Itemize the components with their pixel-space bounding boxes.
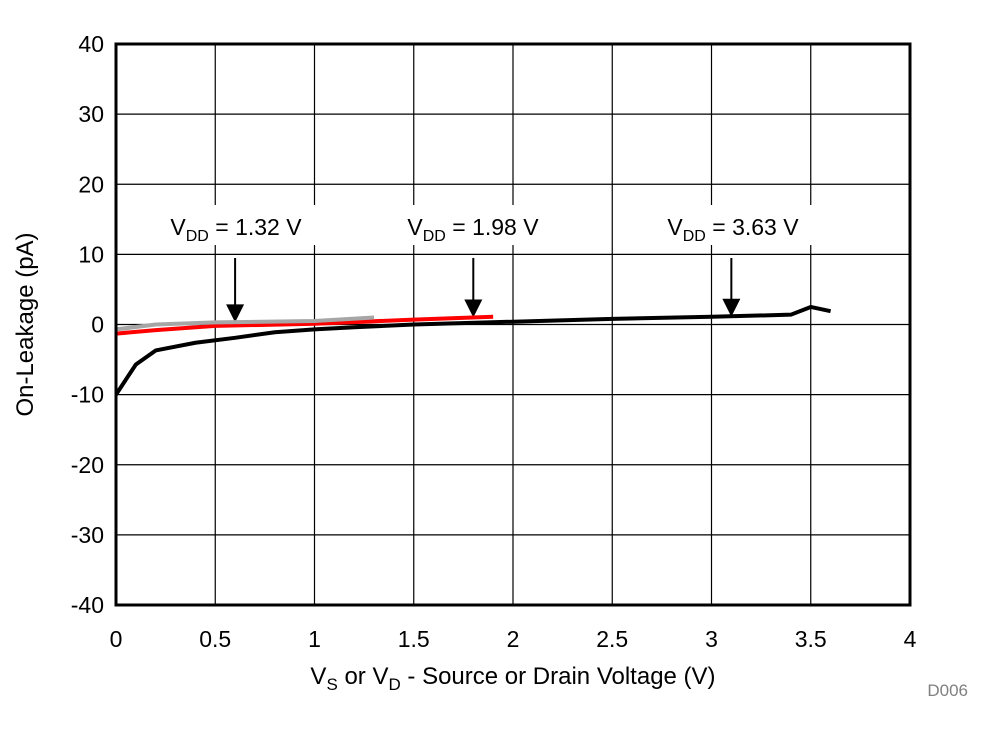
x-tick-label: 3.5 — [795, 626, 827, 652]
annotation-arrow-head — [226, 304, 245, 323]
series-line-2 — [115, 314, 494, 336]
x-tick-label: 0.5 — [199, 626, 231, 652]
plot-frame — [114, 42, 912, 607]
annotation-label: VDD = 1.98 V — [407, 214, 539, 245]
figure-id: D006 — [927, 681, 968, 700]
x-axis-label: VS or VD - Source or Drain Voltage (V) — [310, 663, 715, 694]
y-axis-label: On-Leakage (pA) — [12, 232, 39, 416]
y-tick-label: 10 — [78, 241, 104, 267]
x-tick-label: 1 — [308, 626, 321, 652]
x-tick-label: 2 — [507, 626, 520, 652]
x-tick-label: 4 — [904, 626, 917, 652]
annotation-bg — [645, 205, 821, 245]
y-tick-label: 20 — [78, 171, 104, 197]
series-line-3 — [115, 315, 375, 332]
annotation-arrow-head — [464, 299, 483, 318]
annotation-label: VDD = 3.63 V — [667, 214, 799, 245]
x-tick-label: 1.5 — [398, 626, 430, 652]
x-tick-label: 2.5 — [596, 626, 628, 652]
annotation-bg — [385, 205, 561, 245]
y-tick-label: 30 — [78, 101, 104, 127]
annotation-bg — [148, 205, 324, 245]
y-tick-label: -30 — [71, 522, 104, 548]
y-tick-label: -20 — [71, 452, 104, 478]
x-tick-label: 0 — [110, 626, 123, 652]
x-tick-label: 3 — [705, 626, 718, 652]
y-tick-label: -40 — [71, 592, 104, 618]
y-tick-label: 40 — [78, 31, 104, 57]
annotation-label: VDD = 1.32 V — [170, 214, 302, 245]
series-line-1 — [114, 304, 832, 396]
y-tick-label: 0 — [91, 312, 104, 338]
y-tick-label: -10 — [71, 382, 104, 408]
annotation-arrow-head — [722, 298, 741, 317]
